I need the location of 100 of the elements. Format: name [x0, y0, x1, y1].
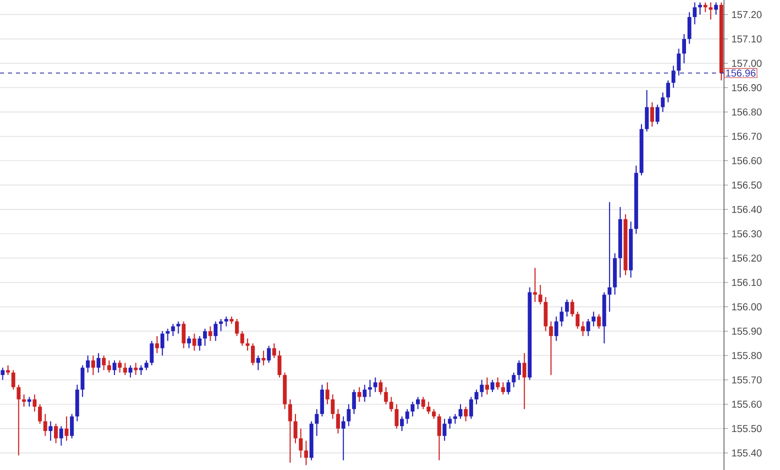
candlestick — [442, 418, 446, 442]
candlestick — [394, 404, 399, 430]
candlestick — [522, 352, 526, 410]
y-tick-label: 156.20 — [732, 254, 762, 262]
y-tick-label: 155.90 — [732, 328, 762, 335]
candlestick — [336, 408, 340, 434]
candlestick — [192, 333, 196, 352]
candlestick — [554, 316, 558, 342]
candlestick — [38, 404, 42, 424]
candlestick — [288, 398, 292, 464]
y-tick-label: 157.00 — [732, 60, 762, 67]
candlestick — [64, 416, 68, 442]
y-tick-label: 156.40 — [732, 206, 762, 213]
candlestick — [256, 354, 260, 371]
y-tick-label: 157.20 — [732, 11, 762, 18]
y-tick-label: 156.90 — [732, 84, 762, 92]
candlestick — [123, 362, 128, 376]
candlestick — [608, 202, 612, 312]
y-tick-label: 156.80 — [732, 108, 762, 116]
candlestick — [357, 386, 362, 402]
candlestick — [214, 320, 218, 342]
candlestick — [294, 413, 298, 444]
candlestick — [676, 48, 681, 76]
candlestick — [6, 364, 10, 376]
candlestick — [506, 379, 510, 396]
candlestick — [219, 318, 223, 332]
y-tick-label: 156.60 — [732, 157, 762, 164]
candlestick — [240, 330, 244, 346]
candlestick — [171, 323, 175, 337]
candlestick — [666, 80, 670, 103]
candlestick — [96, 352, 100, 374]
candlestick — [538, 284, 542, 305]
candlestick — [32, 394, 37, 412]
candlestick — [246, 338, 250, 352]
candlestick — [22, 394, 26, 408]
candlestick — [368, 379, 372, 398]
candlestick — [176, 320, 180, 334]
candlestick — [672, 65, 676, 88]
candlestick — [112, 360, 116, 376]
y-tick-label: 156.00 — [732, 303, 762, 310]
candlestick — [426, 401, 430, 415]
candlestick — [250, 342, 255, 366]
candlestick — [187, 336, 191, 349]
candlestick — [128, 364, 132, 378]
candlestick — [501, 382, 505, 396]
candlestick — [160, 330, 164, 356]
candlestick — [150, 340, 154, 366]
candlestick — [144, 360, 148, 371]
y-tick-label: 155.60 — [732, 400, 762, 408]
candlestick — [533, 267, 537, 302]
candlestick — [405, 408, 410, 424]
candlestick — [278, 350, 282, 378]
y-tick-label: 157.10 — [732, 35, 762, 42]
candlestick — [644, 90, 649, 132]
candlestick — [416, 396, 420, 410]
candlestick — [54, 423, 58, 444]
candlestick — [437, 413, 442, 461]
candlestick — [400, 416, 404, 432]
candlestick — [0, 367, 5, 380]
candlestick — [410, 401, 414, 417]
ref-line-label: 156.96 — [726, 70, 756, 77]
candlestick — [448, 416, 452, 430]
candlestick — [464, 406, 468, 422]
y-tick-label: 156.30 — [732, 230, 762, 238]
candlestick — [48, 420, 53, 442]
candlestick — [341, 416, 346, 461]
y-tick-label: 155.70 — [732, 376, 762, 384]
candlestick — [596, 314, 601, 330]
candlestick — [70, 413, 74, 439]
candlestick — [16, 384, 21, 456]
candlestick — [474, 389, 478, 405]
candlestick — [27, 396, 32, 408]
y-tick-label: 156.50 — [732, 182, 762, 189]
candlestick — [266, 345, 271, 364]
candlestick — [262, 350, 266, 366]
y-tick-label: 156.70 — [732, 132, 762, 140]
candlestick — [565, 298, 569, 318]
candlestick — [592, 311, 596, 327]
candlestick — [362, 384, 367, 402]
candlestick — [469, 396, 474, 420]
y-tick-label: 155.80 — [732, 352, 762, 360]
candlestick — [432, 408, 436, 420]
candlestick — [650, 102, 654, 128]
candlestick — [224, 316, 228, 327]
y-tick-label: 155.50 — [732, 425, 762, 432]
candlestick — [512, 372, 516, 388]
candlestick — [198, 336, 202, 352]
candlestick — [687, 12, 692, 44]
candlestick — [698, 2, 702, 16]
candlestick — [346, 404, 351, 427]
candlestick — [549, 320, 553, 376]
candlestick — [272, 342, 276, 358]
candlestick — [703, 2, 708, 13]
candlestick — [581, 320, 585, 337]
candlestick — [166, 328, 170, 342]
candlestick — [325, 382, 330, 405]
candlestick — [86, 354, 90, 374]
candlestick — [453, 413, 458, 424]
candlestick — [458, 404, 462, 420]
y-tick-label: 155.40 — [732, 449, 762, 456]
